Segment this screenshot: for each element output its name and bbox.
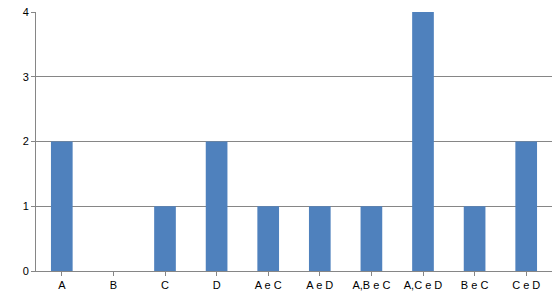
- svg-text:C: C: [161, 279, 169, 291]
- svg-text:D: D: [213, 279, 221, 291]
- svg-text:A: A: [58, 279, 66, 291]
- svg-text:C e D: C e D: [512, 279, 540, 291]
- svg-text:1: 1: [23, 200, 29, 212]
- svg-text:A e D: A e D: [306, 279, 333, 291]
- svg-text:3: 3: [23, 71, 29, 83]
- svg-text:B e C: B e C: [461, 279, 489, 291]
- svg-text:0: 0: [23, 265, 29, 277]
- svg-text:A,B e C: A,B e C: [352, 279, 390, 291]
- svg-text:B: B: [110, 279, 117, 291]
- svg-text:A,C e D: A,C e D: [404, 279, 443, 291]
- svg-text:A e C: A e C: [255, 279, 282, 291]
- svg-text:2: 2: [23, 135, 29, 147]
- svg-text:4: 4: [23, 6, 29, 18]
